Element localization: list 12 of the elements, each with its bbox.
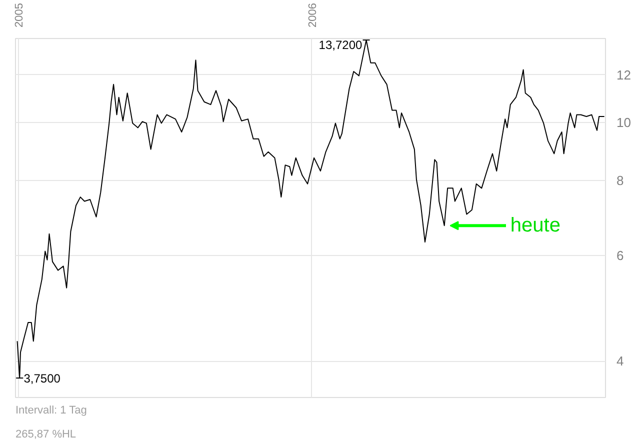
annotation: 13,7200 — [318, 38, 362, 52]
y-tick-label: 12 — [616, 67, 631, 82]
y-tick-label: 10 — [616, 114, 631, 130]
y-tick-label: 8 — [616, 173, 624, 188]
annotation: 3,7500 — [24, 372, 61, 386]
y-tick-label: 4 — [616, 354, 624, 369]
y-tick-label: 6 — [616, 248, 624, 264]
text: Intervall: 1 Tag — [16, 404, 87, 416]
text: 265,87 %HL — [16, 428, 76, 440]
x-tick-label: 2006 — [306, 3, 319, 28]
x-tick-label: 2005 — [13, 3, 26, 28]
annotation: heute — [510, 214, 560, 237]
